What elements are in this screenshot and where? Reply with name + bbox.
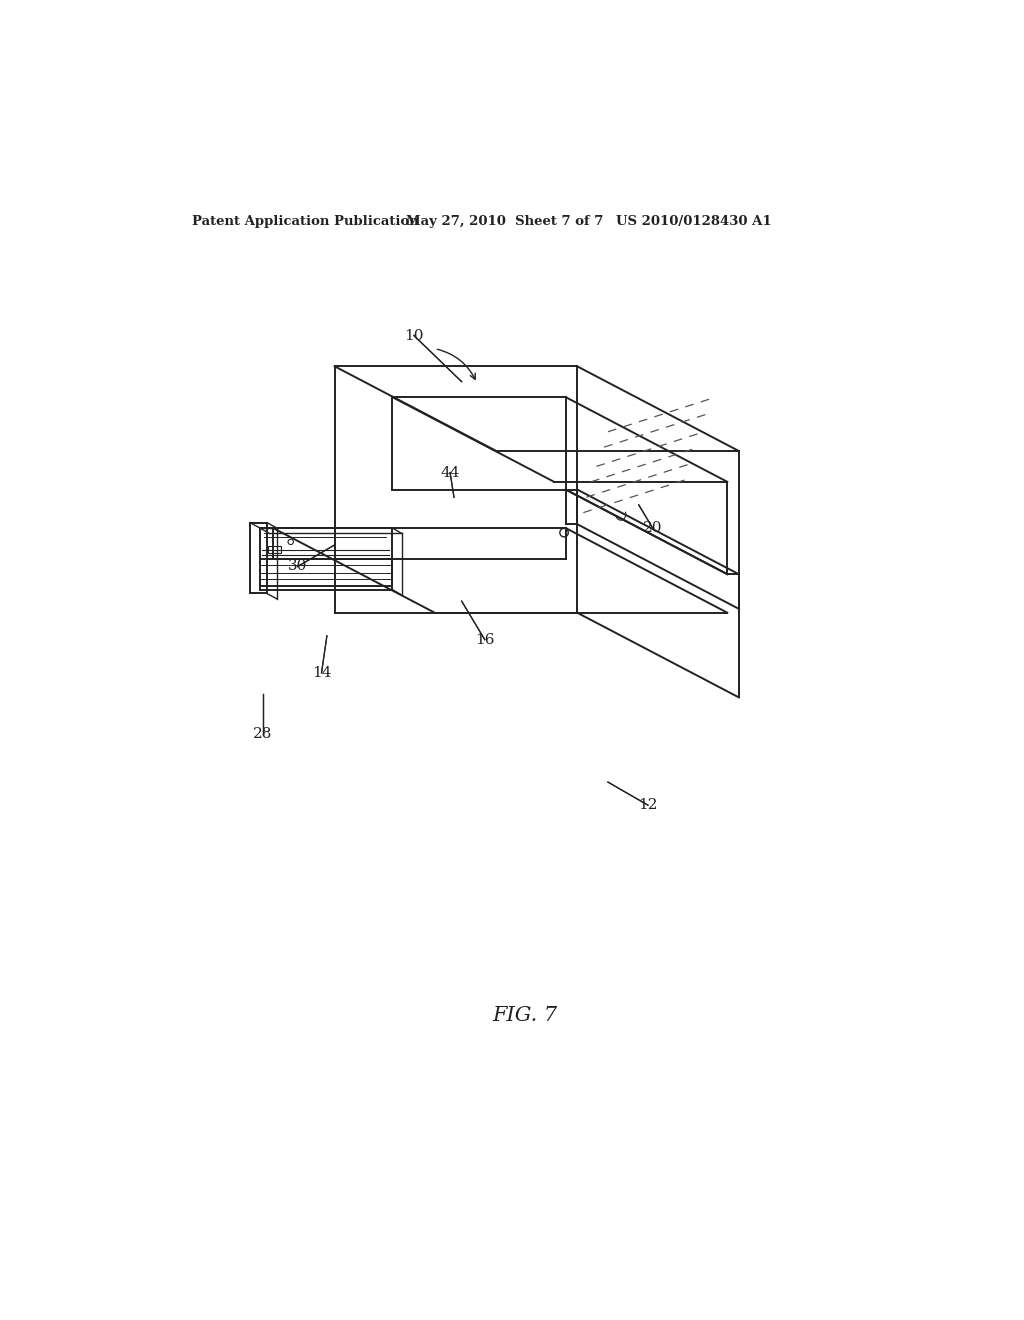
Text: May 27, 2010  Sheet 7 of 7: May 27, 2010 Sheet 7 of 7 bbox=[407, 215, 603, 228]
Text: 28: 28 bbox=[253, 727, 272, 742]
Text: 20: 20 bbox=[643, 521, 663, 535]
Text: 30: 30 bbox=[288, 560, 307, 573]
Bar bbox=[267, 546, 282, 553]
Text: US 2010/0128430 A1: US 2010/0128430 A1 bbox=[615, 215, 771, 228]
Text: 12: 12 bbox=[638, 799, 657, 812]
Text: 10: 10 bbox=[404, 329, 424, 342]
Text: FIG. 7: FIG. 7 bbox=[493, 1006, 557, 1024]
Text: 14: 14 bbox=[311, 665, 332, 680]
Text: 16: 16 bbox=[475, 632, 495, 647]
Text: 44: 44 bbox=[440, 466, 460, 479]
Text: Patent Application Publication: Patent Application Publication bbox=[193, 215, 419, 228]
